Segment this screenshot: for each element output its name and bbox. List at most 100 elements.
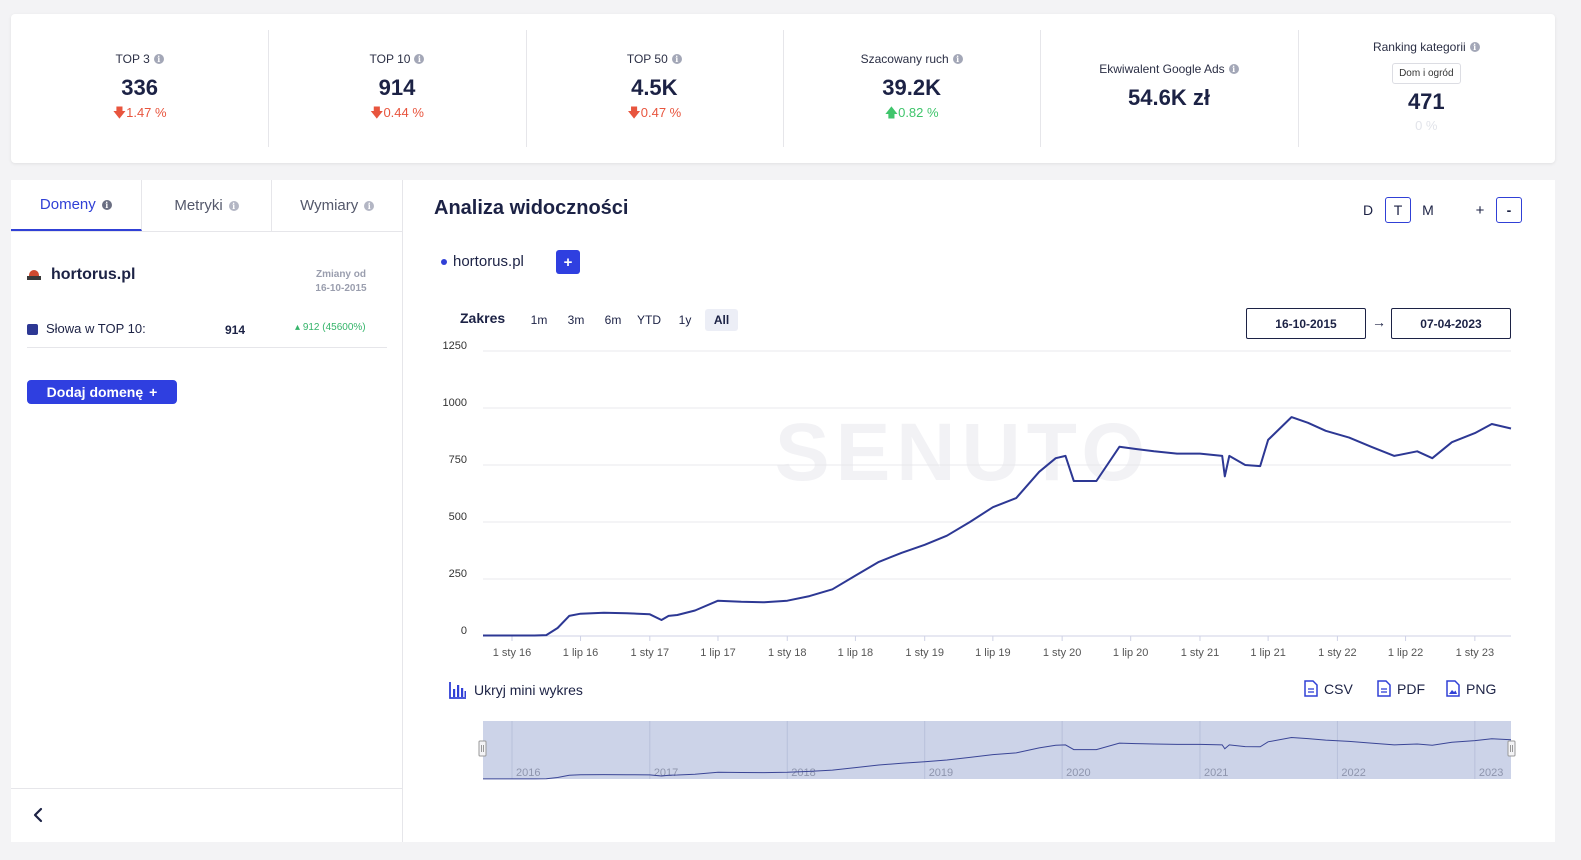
collapse-bar [11, 788, 402, 842]
zoom-out-button[interactable]: - [1496, 197, 1522, 223]
x-tick-label: 1 lip 22 [1388, 647, 1423, 659]
export-pdf-button[interactable]: PDF [1377, 680, 1425, 697]
kpi-value: 39.2K [882, 75, 941, 100]
navigator-handle-right[interactable] [1507, 740, 1516, 757]
kpi-traffic: Szacowany ruch i 39.2K 🡅0.82 % [782, 14, 1040, 163]
add-domain-button[interactable]: Dodaj domenę + [27, 380, 177, 404]
add-series-button[interactable]: + [556, 250, 580, 274]
zoom-in-button[interactable]: + [1475, 201, 1485, 219]
kpi-top10: TOP 10 i 914 🡇0.44 % [268, 14, 525, 163]
range-3m[interactable]: 3m [567, 313, 585, 327]
granularity-month[interactable]: M [1422, 202, 1434, 218]
info-icon[interactable]: i [101, 199, 112, 210]
tab-wymiary[interactable]: Wymiary i [272, 180, 402, 231]
navigator-year-label: 2021 [1204, 767, 1228, 779]
x-tick-label: 1 lip 17 [700, 647, 735, 659]
info-icon[interactable]: i [671, 54, 682, 64]
visibility-chart[interactable]: SENUTO 0 250 500 750 1000 1250 1 sty 16 1 lip … [403, 180, 1555, 790]
visibility-analysis-panel: Analiza widoczności D T M + - hortorus.p… [403, 180, 1555, 842]
triangle-up-icon: ▴ [295, 322, 303, 333]
info-icon[interactable]: i [1469, 42, 1480, 52]
watermark: SENUTO [775, 407, 1151, 498]
y-tick-label: 250 [449, 568, 467, 580]
navigator-selection[interactable] [483, 721, 1511, 779]
domain-header: hortorus.pl [27, 266, 135, 284]
navigator-year-label: 2019 [929, 767, 953, 779]
tab-domeny[interactable]: Domeny i [11, 180, 142, 231]
changes-since: Zmiany od 16-10-2015 [301, 268, 381, 296]
left-panel: Domeny i Metryki i Wymiary i hortorus.pl Zm… [11, 180, 403, 842]
navigator-handle-left[interactable] [478, 740, 487, 757]
navigator-year-label: 2018 [791, 767, 815, 779]
kpi-value: 336 [121, 75, 159, 100]
add-domain-label: Dodaj domenę [46, 384, 144, 400]
arrow-down-icon: 🡇 [627, 105, 641, 120]
hide-mini-label: Ukryj mini wykres [474, 682, 583, 698]
kpi-label: TOP 10 [369, 52, 411, 66]
tab-metryki[interactable]: Metryki i [142, 180, 273, 231]
export-label: PNG [1466, 680, 1497, 697]
domain-name[interactable]: hortorus.pl [51, 266, 136, 283]
pdf-file-icon [1377, 680, 1391, 697]
info-icon[interactable]: i [414, 54, 425, 64]
navigator-year-label: 2020 [1066, 767, 1090, 779]
range-all[interactable]: All [705, 309, 738, 331]
date-from-input[interactable]: 16-10-2015 [1246, 308, 1366, 339]
legend-label: hortorus.pl [453, 253, 524, 270]
arrow-up-icon: 🡅 [884, 105, 899, 120]
kpi-label: TOP 3 [115, 52, 150, 66]
kpi-value: 914 [378, 75, 416, 100]
csv-file-icon [1304, 680, 1318, 697]
granularity-day[interactable]: D [1362, 202, 1374, 218]
navigator-year-label: 2022 [1341, 767, 1365, 779]
series-line-hortorus[interactable] [483, 416, 1512, 637]
tab-label: Domeny [39, 196, 96, 213]
x-tick-label: 1 lip 19 [975, 647, 1010, 659]
info-icon[interactable]: i [952, 54, 963, 64]
series-color-swatch [27, 324, 38, 335]
y-tick-label: 750 [449, 454, 467, 466]
legend-dot [441, 258, 447, 265]
granularity-week[interactable]: T [1385, 197, 1411, 223]
info-icon[interactable]: i [1228, 64, 1239, 74]
navigator-year-label: 2017 [654, 767, 678, 779]
kpi-change: 0 % [1415, 118, 1438, 133]
x-tick-label: 1 lip 18 [838, 647, 873, 659]
kpi-category-ranking: Ranking kategorii i Dom i ogród 471 0 % [1297, 14, 1555, 163]
range-1y[interactable]: 1y [678, 313, 692, 327]
arrow-down-icon: 🡇 [112, 105, 127, 120]
info-icon[interactable]: i [364, 200, 375, 211]
range-label: Zakres [460, 310, 506, 326]
metric-change: 912 (45600%) [302, 322, 366, 333]
range-ytd[interactable]: YTD [637, 313, 661, 327]
hide-mini-chart-toggle[interactable]: Ukryj mini wykres [448, 680, 583, 700]
tab-label: Wymiary [300, 197, 359, 214]
changes-since-date: 16-10-2015 [315, 283, 367, 294]
arrow-down-icon: 🡇 [370, 105, 384, 120]
kpi-value: 471 [1407, 89, 1445, 114]
kpi-top50: TOP 50 i 4.5K 🡇0.47 % [525, 14, 783, 163]
series-legend[interactable]: hortorus.pl [441, 253, 524, 270]
date-to-input[interactable]: 07-04-2023 [1391, 308, 1511, 339]
category-badge[interactable]: Dom i ogród [1392, 63, 1461, 84]
y-tick-label: 500 [449, 511, 467, 523]
kpi-change: 0.47 % [640, 105, 682, 120]
info-icon[interactable]: i [153, 54, 164, 64]
page-title: Analiza widoczności [434, 197, 629, 219]
changes-since-label: Zmiany od [315, 269, 366, 280]
x-tick-label: 1 lip 16 [563, 647, 598, 659]
x-tick-label: 1 sty 23 [1456, 647, 1495, 659]
navigator-series-line [483, 736, 1512, 780]
export-png-button[interactable]: PNG [1446, 680, 1496, 697]
x-tick-label: 1 lip 21 [1250, 647, 1285, 659]
bar-chart-icon [449, 682, 466, 699]
chevron-left-icon[interactable] [31, 807, 45, 823]
range-1m[interactable]: 1m [530, 313, 548, 327]
range-6m[interactable]: 6m [604, 313, 622, 327]
x-tick-label: 1 lip 20 [1113, 647, 1148, 659]
info-icon[interactable]: i [228, 200, 239, 211]
export-csv-button[interactable]: CSV [1304, 680, 1353, 697]
arrow-right-icon: → [1372, 314, 1386, 330]
